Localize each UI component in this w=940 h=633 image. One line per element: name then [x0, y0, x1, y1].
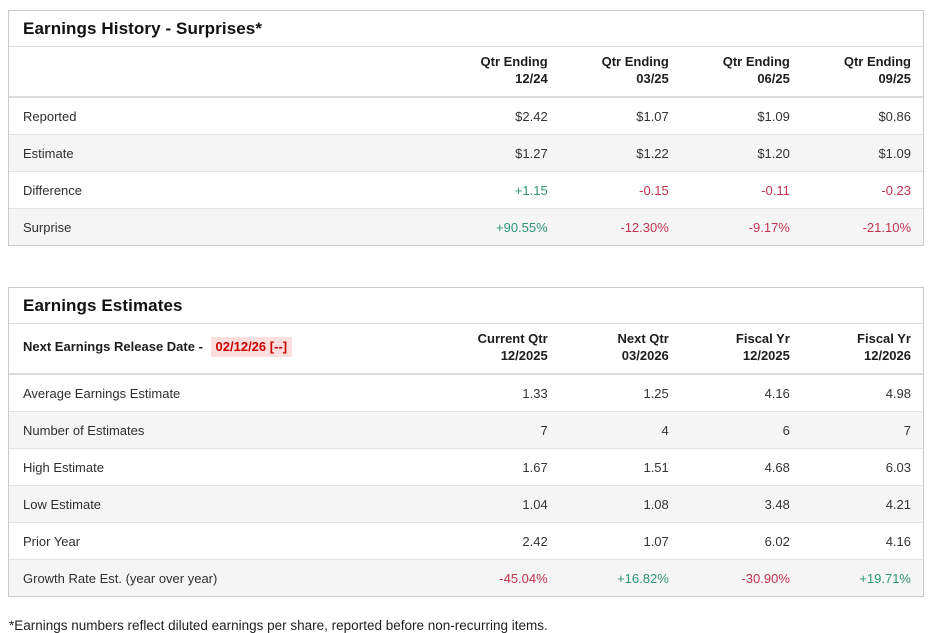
- cell-value: +90.55%: [438, 207, 560, 245]
- cell-value: 4.68: [680, 447, 802, 486]
- cell-value: 4.16: [680, 373, 802, 412]
- cell-value: -45.04%: [438, 558, 560, 596]
- earnings-estimates-table: Next Earnings Release Date - 02/12/26 [-…: [9, 323, 923, 596]
- row-label: Growth Rate Est. (year over year): [9, 558, 439, 596]
- column-header: Current Qtr 12/2025: [438, 323, 560, 375]
- table-row: Prior Year 2.42 1.07 6.02 4.16: [9, 521, 923, 560]
- earnings-history-table: Qtr Ending 12/24 Qtr Ending 03/25 Qtr Endi…: [9, 47, 923, 245]
- cell-value: +16.82%: [559, 558, 681, 596]
- next-earnings-release-label: Next Earnings Release Date -: [23, 339, 203, 355]
- earnings-history-header-row: Qtr Ending 12/24 Qtr Ending 03/25 Qtr Endi…: [9, 47, 923, 98]
- cell-value: $1.07: [559, 96, 681, 135]
- cell-value: -21.10%: [801, 207, 923, 245]
- earnings-footnote: *Earnings numbers reflect diluted earnin…: [9, 617, 548, 633]
- cell-value: 7: [438, 410, 560, 449]
- next-earnings-release-date: 02/12/26 [--]: [210, 337, 293, 358]
- cell-value: $1.27: [438, 133, 560, 172]
- cell-value: 1.51: [559, 447, 681, 486]
- column-header: Qtr Ending 09/25: [801, 47, 923, 98]
- table-row: Surprise +90.55% -12.30% -9.17% -21.10%: [9, 207, 923, 245]
- cell-value: -12.30%: [559, 207, 681, 245]
- earnings-history-body: Reported $2.42 $1.07 $1.09 $0.86 Estimate $1.2…: [9, 96, 923, 245]
- cell-value: +19.71%: [801, 558, 923, 596]
- table-row: Number of Estimates 7 4 6 7: [9, 410, 923, 449]
- cell-value: $1.09: [801, 133, 923, 172]
- cell-value: 4.98: [801, 373, 923, 412]
- cell-value: 4: [559, 410, 681, 449]
- earnings-estimates-title: Earnings Estimates: [9, 288, 923, 324]
- column-header: Qtr Ending 12/24: [438, 47, 560, 98]
- cell-value: 4.16: [801, 521, 923, 560]
- earnings-estimates-header-row: Next Earnings Release Date - 02/12/26 [-…: [9, 323, 923, 375]
- row-label: Surprise: [9, 207, 439, 245]
- cell-value: $0.86: [801, 96, 923, 135]
- row-label: Estimate: [9, 133, 439, 172]
- table-row: High Estimate 1.67 1.51 4.68 6.03: [9, 447, 923, 486]
- cell-value: 7: [801, 410, 923, 449]
- cell-value: $2.42: [438, 96, 560, 135]
- row-label: Prior Year: [9, 521, 439, 560]
- cell-value: +1.15: [438, 170, 560, 209]
- cell-value: 1.67: [438, 447, 560, 486]
- row-label: Low Estimate: [9, 484, 439, 523]
- table-row: Reported $2.42 $1.07 $1.09 $0.86: [9, 96, 923, 135]
- table-row: Average Earnings Estimate 1.33 1.25 4.16 4.9…: [9, 373, 923, 412]
- table-row: Growth Rate Est. (year over year) -45.04%…: [9, 558, 923, 596]
- row-label: Number of Estimates: [9, 410, 439, 449]
- cell-value: 3.48: [680, 484, 802, 523]
- cell-value: -9.17%: [680, 207, 802, 245]
- cell-value: -30.90%: [680, 558, 802, 596]
- cell-value: -0.23: [801, 170, 923, 209]
- earnings-estimates-panel: Earnings Estimates Next Earnings Release…: [8, 286, 924, 597]
- earnings-history-title: Earnings History - Surprises*: [9, 11, 923, 47]
- cell-value: 1.08: [559, 484, 681, 523]
- earnings-estimates-body: Average Earnings Estimate 1.33 1.25 4.16 4.9…: [9, 373, 923, 596]
- column-header: Fiscal Yr 12/2025: [680, 323, 802, 375]
- cell-value: 2.42: [438, 521, 560, 560]
- row-label: Reported: [9, 96, 439, 135]
- table-row: Difference +1.15 -0.15 -0.11 -0.23: [9, 170, 923, 209]
- column-header: Qtr Ending 03/25: [559, 47, 681, 98]
- column-header: Next Qtr 03/2026: [559, 323, 681, 375]
- cell-value: 1.07: [559, 521, 681, 560]
- table-row: Low Estimate 1.04 1.08 3.48 4.21: [9, 484, 923, 523]
- cell-value: 1.25: [559, 373, 681, 412]
- column-header-spacer: [9, 47, 439, 98]
- cell-value: $1.20: [680, 133, 802, 172]
- cell-value: $1.22: [559, 133, 681, 172]
- cell-value: 6: [680, 410, 802, 449]
- cell-value: 1.04: [438, 484, 560, 523]
- panel-gap: [8, 246, 924, 287]
- next-earnings-release-cell: Next Earnings Release Date - 02/12/26 [-…: [9, 323, 439, 375]
- column-header: Qtr Ending 06/25: [680, 47, 802, 98]
- cell-value: 1.33: [438, 373, 560, 412]
- earnings-history-panel: Earnings History - Surprises* Qtr Ending…: [8, 10, 924, 246]
- row-label: High Estimate: [9, 447, 439, 486]
- row-label: Difference: [9, 170, 439, 209]
- row-label: Average Earnings Estimate: [9, 373, 439, 412]
- table-row: Estimate $1.27 $1.22 $1.20 $1.09: [9, 133, 923, 172]
- cell-value: 6.02: [680, 521, 802, 560]
- cell-value: -0.15: [559, 170, 681, 209]
- cell-value: 6.03: [801, 447, 923, 486]
- cell-value: $1.09: [680, 96, 802, 135]
- cell-value: -0.11: [680, 170, 802, 209]
- cell-value: 4.21: [801, 484, 923, 523]
- column-header: Fiscal Yr 12/2026: [801, 323, 923, 375]
